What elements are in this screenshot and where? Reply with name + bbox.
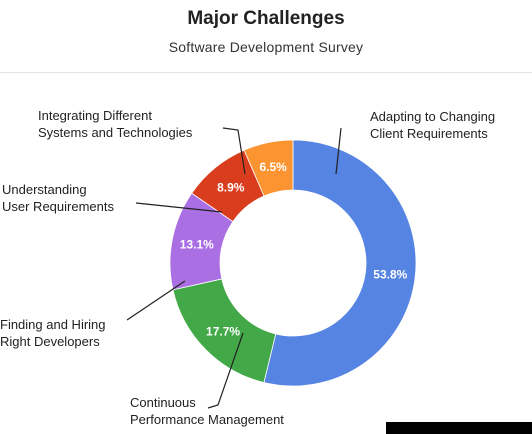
slice-category-label: Understanding User Requirements <box>2 182 114 214</box>
slice-category-label: Finding and Hiring Right Developers <box>0 317 106 349</box>
leader-line <box>135 202 223 213</box>
chart-subtitle: Software Development Survey <box>168 39 364 55</box>
slice-category-label: Continuous Performance Management <box>130 395 284 427</box>
black-bar <box>386 422 532 434</box>
slice-value-label: 13.1% <box>180 237 214 251</box>
leader-line <box>126 280 186 321</box>
chart-header: Major Challenges Software Development Su… <box>0 0 532 73</box>
slice-value-label: 17.7% <box>206 325 240 339</box>
leader-line <box>222 127 246 175</box>
donut-slice <box>263 139 417 387</box>
slice-value-label: 6.5% <box>259 160 287 174</box>
slice-category-label: Integrating Different Systems and Technol… <box>38 108 193 140</box>
donut-slice <box>243 139 294 197</box>
slice-value-label: 8.9% <box>217 180 245 194</box>
slice-category-label: Adapting to Changing Client Requirements <box>370 109 495 141</box>
slice-value-label: 53.8% <box>373 268 407 282</box>
leader-line <box>335 127 342 175</box>
chart-title: Major Challenges <box>187 8 345 29</box>
leader-line <box>207 332 244 409</box>
